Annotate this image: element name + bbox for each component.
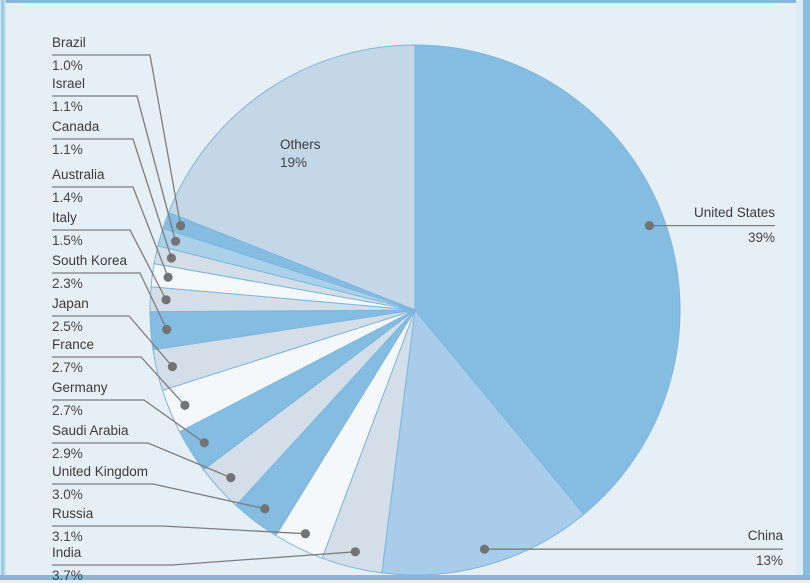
leader-dot xyxy=(300,529,310,539)
slice-label-name: Canada xyxy=(52,119,100,134)
leader-line xyxy=(52,356,186,406)
pie-slice-others xyxy=(168,44,416,311)
slice-label-name: United Kingdom xyxy=(52,464,149,479)
leader-dot xyxy=(176,221,186,231)
pie-slice-china xyxy=(381,309,585,576)
slice-label-name: Germany xyxy=(52,380,108,395)
leader-dot xyxy=(479,544,490,554)
slice-label-name: Others xyxy=(280,137,321,152)
slice-label-name: South Korea xyxy=(52,253,128,268)
slice-label-value: 1.5% xyxy=(52,233,83,248)
slice-label-value: 1.4% xyxy=(52,190,83,205)
frame-strip-left xyxy=(0,0,6,580)
leader-line xyxy=(52,272,168,330)
leader-dot xyxy=(350,547,360,557)
leader-line xyxy=(52,186,169,278)
slice-label-value: 39% xyxy=(747,229,775,245)
leader-dot xyxy=(162,324,172,335)
leader-dot xyxy=(167,362,177,372)
leader-dot xyxy=(199,438,209,448)
slice-label-name: Brazil xyxy=(52,35,86,50)
slice-label-value: 1.1% xyxy=(52,142,83,157)
slice-label-value: 1.1% xyxy=(52,99,83,114)
leader-dot xyxy=(226,473,236,483)
leader-line xyxy=(52,95,177,242)
pie-slice-united-states xyxy=(414,44,681,515)
slice-label-value: 1.0% xyxy=(52,58,83,73)
slice-label-value: 2.9% xyxy=(52,446,83,461)
leader-line xyxy=(52,54,182,226)
leader-line xyxy=(52,399,205,444)
frame-strip-bottom xyxy=(0,575,810,580)
leader-dot xyxy=(260,504,270,514)
slice-label-value: 2.5% xyxy=(52,319,83,334)
leader-line xyxy=(52,483,265,510)
slice-label-value: 2.7% xyxy=(52,360,83,375)
leader-line xyxy=(52,525,306,535)
leader-line xyxy=(52,551,356,566)
leader-line xyxy=(52,442,232,479)
leader-dot xyxy=(644,221,655,231)
slice-label-name: India xyxy=(52,545,82,560)
slice-label-name: Japan xyxy=(52,296,89,311)
slice-label-name: Italy xyxy=(52,210,77,225)
frame-strip-right-gap xyxy=(796,0,803,580)
slice-label-value: 2.7% xyxy=(52,403,83,418)
leader-line xyxy=(52,315,173,368)
frame-strip-top xyxy=(6,0,810,3)
slice-label-name: United States xyxy=(693,204,775,220)
slice-label-value: 3.7% xyxy=(52,568,83,583)
leader-dot xyxy=(163,272,173,282)
slice-label-name: Israel xyxy=(52,76,86,91)
slice-label-name: Australia xyxy=(52,167,105,182)
slice-label-value: 2.3% xyxy=(52,276,83,291)
slice-label-value: 3.0% xyxy=(52,487,83,502)
slice-label-name: Russia xyxy=(52,506,94,521)
leader-line xyxy=(52,229,167,301)
leader-dot xyxy=(171,236,181,246)
leader-dot xyxy=(166,253,176,263)
slice-label-name: Saudi Arabia xyxy=(52,423,129,438)
slice-label-value: 13% xyxy=(755,553,783,569)
slice-label-value: 19% xyxy=(280,155,308,170)
slice-label-value: 3.1% xyxy=(52,529,83,544)
slice-label-name: China xyxy=(747,528,783,544)
leader-dot xyxy=(161,295,171,305)
frame-strip-right xyxy=(803,0,810,580)
slice-label-name: France xyxy=(52,337,95,352)
leader-line xyxy=(52,138,173,259)
leader-dot xyxy=(180,400,190,410)
